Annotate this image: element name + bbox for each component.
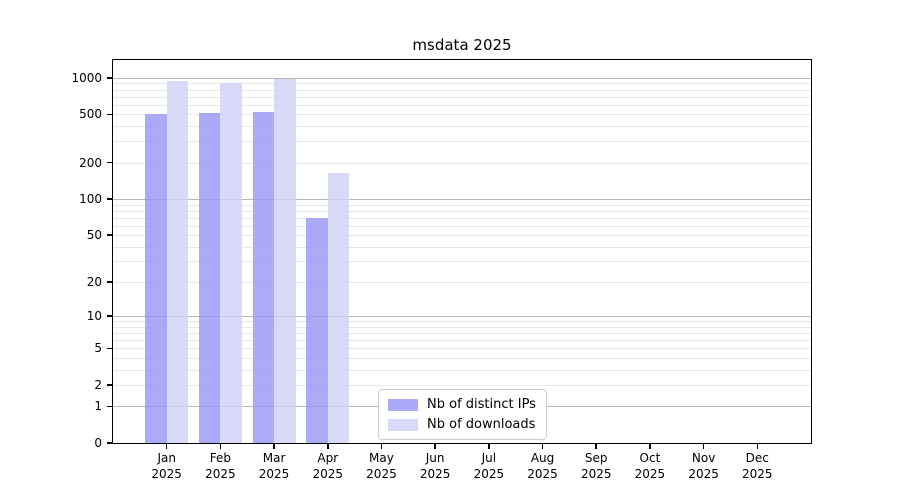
gridline-minor xyxy=(113,204,811,206)
legend-label-distinct-ips: Nb of distinct IPs xyxy=(427,397,536,412)
gridline-major xyxy=(113,199,811,201)
bar-downloads-apr xyxy=(327,172,350,443)
bar-distinct-ips-apr xyxy=(306,217,328,443)
gridline-minor xyxy=(113,89,811,91)
legend: Nb of distinct IPs Nb of downloads xyxy=(378,389,547,440)
gridline-minor xyxy=(113,246,811,248)
bar-distinct-ips-feb xyxy=(198,113,221,443)
x-tick-label: Jun 2025 xyxy=(419,451,451,481)
x-tick-mark xyxy=(541,444,544,449)
legend-swatch-distinct-ips-icon xyxy=(388,398,418,411)
gridline-minor xyxy=(113,235,811,237)
x-tick-mark xyxy=(595,444,597,449)
gridline-minor xyxy=(113,369,811,371)
gridline-minor xyxy=(113,114,811,116)
gridline-minor xyxy=(113,210,811,212)
bar-distinct-ips-mar xyxy=(252,112,275,443)
x-tick-label: Apr 2025 xyxy=(312,451,344,481)
y-tick-label: 50 xyxy=(86,228,102,243)
x-tick-mark xyxy=(434,444,436,449)
gridline-major xyxy=(113,316,811,318)
gridline-minor xyxy=(113,384,811,386)
y-tick-label: 0 xyxy=(94,436,102,450)
y-tick-mark xyxy=(107,281,112,283)
y-tick-label: 5 xyxy=(94,341,102,356)
x-tick-label: Dec 2025 xyxy=(742,451,773,481)
x-tick-mark xyxy=(273,444,275,449)
y-tick-label: 1 xyxy=(94,399,102,414)
y-tick-mark xyxy=(107,442,112,444)
plot-area xyxy=(113,60,811,443)
x-tick-label: Feb 2025 xyxy=(205,451,236,481)
y-tick-mark xyxy=(107,347,112,350)
gridline-minor xyxy=(113,83,811,85)
gridline-minor xyxy=(113,104,811,106)
x-tick-label: May 2025 xyxy=(366,451,397,481)
x-tick-mark xyxy=(327,444,329,449)
x-tick-label: Nov 2025 xyxy=(688,451,719,481)
gridline-minor xyxy=(113,162,811,164)
y-tick-mark xyxy=(107,384,112,386)
gridline-minor xyxy=(113,333,811,335)
x-tick-label: Jan 2025 xyxy=(151,451,182,481)
x-tick-label: Oct 2025 xyxy=(634,451,666,481)
gridline-minor xyxy=(113,96,811,98)
y-tick-label: 1000 xyxy=(71,70,102,85)
x-tick-label: Aug 2025 xyxy=(527,451,558,481)
y-tick-label: 10 xyxy=(86,309,102,324)
y-tick-mark xyxy=(107,198,112,200)
x-tick-mark xyxy=(380,444,383,449)
y-tick-label: 500 xyxy=(79,107,102,122)
x-tick-mark xyxy=(702,444,705,449)
legend-swatch-downloads-icon xyxy=(388,418,418,431)
chart-title: msdata 2025 xyxy=(412,36,512,54)
legend-item-distinct-ips: Nb of distinct IPs xyxy=(388,397,536,412)
x-tick-mark xyxy=(756,444,759,449)
x-tick-mark xyxy=(488,444,490,449)
gridline-minor xyxy=(113,357,811,359)
gridline-minor xyxy=(113,282,811,284)
y-tick-label: 20 xyxy=(86,275,102,290)
bar-downloads-feb xyxy=(220,83,242,443)
y-tick-label: 100 xyxy=(79,192,102,207)
y-tick-mark xyxy=(107,113,112,116)
bar-downloads-jan xyxy=(166,81,189,443)
bar-downloads-mar xyxy=(274,78,296,443)
gridline-minor xyxy=(113,217,811,219)
gridline-minor xyxy=(113,141,811,143)
x-tick-label: Jul 2025 xyxy=(473,451,505,481)
bar-distinct-ips-jan xyxy=(145,114,167,443)
gridline-minor xyxy=(113,321,811,323)
y-tick-mark xyxy=(107,405,112,408)
y-tick-mark xyxy=(107,77,112,79)
x-tick-label: Sep 2025 xyxy=(580,451,612,481)
gridline-minor xyxy=(113,340,811,342)
gridline-minor xyxy=(113,225,811,227)
y-tick-label: 2 xyxy=(94,377,102,392)
y-tick-mark xyxy=(107,234,112,236)
y-tick-label: 200 xyxy=(79,155,102,170)
legend-item-downloads: Nb of downloads xyxy=(388,417,536,432)
gridline-minor xyxy=(113,261,811,263)
x-tick-mark xyxy=(649,444,651,449)
x-tick-mark xyxy=(165,444,168,449)
gridline-minor xyxy=(113,126,811,128)
x-tick-label: Mar 2025 xyxy=(258,451,290,481)
gridline-minor xyxy=(113,326,811,328)
gridline-minor xyxy=(113,348,811,350)
y-tick-mark xyxy=(107,161,112,164)
y-tick-mark xyxy=(107,315,112,317)
x-tick-mark xyxy=(219,444,222,449)
gridline-major xyxy=(113,77,811,79)
legend-label-downloads: Nb of downloads xyxy=(427,417,536,432)
